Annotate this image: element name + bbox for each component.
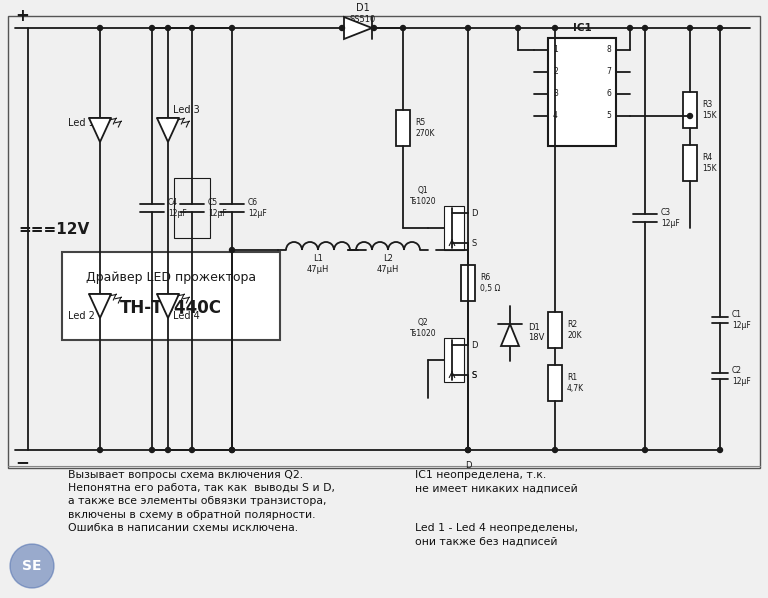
Bar <box>62 252 280 340</box>
Text: Q1
Ts1020: Q1 Ts1020 <box>409 187 436 206</box>
Text: C2
12μF: C2 12μF <box>732 367 751 386</box>
Bar <box>444 206 464 250</box>
Circle shape <box>372 26 376 30</box>
Circle shape <box>230 447 234 453</box>
Text: L2
47μH: L2 47μH <box>377 254 399 274</box>
Bar <box>444 338 464 382</box>
Circle shape <box>465 26 471 30</box>
Text: L1
47μH: L1 47μH <box>306 254 329 274</box>
Circle shape <box>339 26 345 30</box>
Circle shape <box>98 447 102 453</box>
Polygon shape <box>157 294 179 318</box>
Circle shape <box>465 447 471 453</box>
Circle shape <box>552 26 558 30</box>
Bar <box>461 265 475 301</box>
Text: SE: SE <box>22 559 41 573</box>
Text: Вызывает вопросы схема включения Q2.
Непонятна его работа, так как  выводы S и D: Вызывает вопросы схема включения Q2. Неп… <box>68 470 335 533</box>
Circle shape <box>230 26 234 30</box>
Text: C1
12μF: C1 12μF <box>732 310 751 329</box>
Text: S: S <box>472 371 477 380</box>
Text: R6
0,5 Ω: R6 0,5 Ω <box>480 273 501 292</box>
Bar <box>8 16 760 468</box>
Text: R2
20K: R2 20K <box>567 321 581 340</box>
Text: R3
15K: R3 15K <box>702 100 717 120</box>
Text: ===12V: ===12V <box>18 221 89 236</box>
Text: Q2
Ts1020: Q2 Ts1020 <box>409 318 436 338</box>
Text: Led 1: Led 1 <box>68 118 94 128</box>
Text: Led 2: Led 2 <box>68 311 95 321</box>
Text: D: D <box>471 340 477 349</box>
Circle shape <box>717 26 723 30</box>
Bar <box>548 312 562 348</box>
Polygon shape <box>89 294 111 318</box>
Polygon shape <box>89 118 111 142</box>
Circle shape <box>165 26 170 30</box>
Circle shape <box>400 26 406 30</box>
Text: Драйвер LED прожектора: Драйвер LED прожектора <box>86 271 256 285</box>
Text: 6: 6 <box>606 90 611 99</box>
Text: 5: 5 <box>606 111 611 121</box>
Polygon shape <box>157 118 179 142</box>
Text: 3: 3 <box>553 90 558 99</box>
Text: 8: 8 <box>606 45 611 54</box>
Circle shape <box>150 447 154 453</box>
Circle shape <box>687 114 693 118</box>
Text: 1: 1 <box>553 45 558 54</box>
Text: C6
12μF: C6 12μF <box>248 199 266 218</box>
Circle shape <box>230 248 234 252</box>
Text: IC1: IC1 <box>573 23 591 33</box>
Text: −: − <box>15 453 29 471</box>
Circle shape <box>717 447 723 453</box>
Circle shape <box>687 26 693 30</box>
Circle shape <box>190 26 194 30</box>
Text: C5
12μF: C5 12μF <box>208 199 227 218</box>
Text: S: S <box>472 371 477 380</box>
Text: Led 4: Led 4 <box>173 311 200 321</box>
Text: +: + <box>15 7 29 25</box>
Text: 4: 4 <box>553 111 558 121</box>
Circle shape <box>515 26 521 30</box>
Circle shape <box>552 447 558 453</box>
Circle shape <box>165 447 170 453</box>
Text: Led 1 - Led 4 неопределены,
они также без надписей: Led 1 - Led 4 неопределены, они также бе… <box>415 523 578 546</box>
Circle shape <box>627 26 633 30</box>
Bar <box>548 365 562 401</box>
Text: R1
4,7K: R1 4,7K <box>567 373 584 393</box>
Text: IC1 неопределена, т.к.
не имеет никаких надписей: IC1 неопределена, т.к. не имеет никаких … <box>415 470 578 493</box>
Bar <box>683 145 697 181</box>
Text: C4
12μF: C4 12μF <box>168 199 187 218</box>
Circle shape <box>98 26 102 30</box>
Bar <box>396 110 410 146</box>
Text: D1: D1 <box>528 324 540 332</box>
Circle shape <box>150 26 154 30</box>
Text: S: S <box>472 239 477 248</box>
Circle shape <box>190 447 194 453</box>
Polygon shape <box>501 324 519 346</box>
Text: D: D <box>471 209 477 218</box>
Text: D1: D1 <box>356 3 370 13</box>
Bar <box>683 92 697 128</box>
Text: 7: 7 <box>606 68 611 77</box>
Text: R5
270K: R5 270K <box>415 118 435 138</box>
Text: 18V: 18V <box>528 334 545 343</box>
Text: SS510: SS510 <box>350 14 376 23</box>
Text: R4
15K: R4 15K <box>702 153 717 173</box>
Bar <box>548 38 616 146</box>
Circle shape <box>230 447 234 453</box>
Circle shape <box>10 544 54 588</box>
Circle shape <box>465 447 471 453</box>
Text: C3
12μF: C3 12μF <box>661 208 680 228</box>
Text: 2: 2 <box>553 68 558 77</box>
Circle shape <box>643 447 647 453</box>
Text: Led 3: Led 3 <box>173 105 200 115</box>
Text: D: D <box>465 460 472 469</box>
Polygon shape <box>344 17 372 39</box>
Text: ТН-Т0440С: ТН-Т0440С <box>120 299 222 317</box>
Circle shape <box>643 26 647 30</box>
Bar <box>174 178 210 238</box>
